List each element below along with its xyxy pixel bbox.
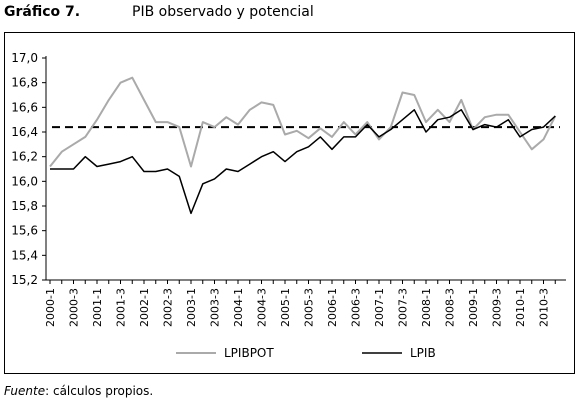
x-tick-label: 2008-1 [420,288,433,327]
x-tick-label: 2003-1 [185,288,198,327]
x-tick-label: 2005-3 [303,288,316,327]
series-lines [49,76,557,215]
legend-label-lpib: LPIB [410,346,436,360]
x-tick-label: 2010-3 [538,288,551,327]
x-tick-label: 2009-3 [491,288,504,327]
x-tick-label: 2010-1 [514,288,527,327]
y-tick-label: 15,2 [11,273,38,287]
x-tick-label: 2009-1 [467,288,480,327]
x-tick-label: 2002-3 [162,288,175,327]
y-axis-ticks: 17,0 16,8 16,6 16,4 16,2 16,0 15,8 15,6 15,4 15,2 [11,51,46,287]
y-tick-label: 16,4 [11,125,38,139]
y-tick-label: 16,0 [11,174,38,188]
figure-label: Gráfico 7. [4,4,81,20]
axes [45,56,566,281]
x-tick-label: 2005-1 [279,288,292,327]
y-tick-label: 15,6 [11,224,38,238]
source-note: Fuente: cálculos propios. [4,384,153,398]
x-tick-label: 2003-3 [209,288,222,327]
x-tick-label: 2001-1 [91,288,104,327]
y-tick-label: 16,8 [11,76,38,90]
series-line-lpib [50,109,556,215]
x-tick-label: 2000-1 [44,288,57,327]
legend-label-lpibpot: LPIBPOT [224,346,274,360]
x-tick-label: 2004-1 [232,288,245,327]
y-tick-label: 15,8 [11,199,38,213]
x-tick-label: 2001-3 [115,288,128,327]
legend: LPIBPOT LPIB [176,346,436,360]
x-tick-label: 2008-3 [444,288,457,327]
y-tick-label: 17,0 [11,51,38,65]
y-tick-label: 16,2 [11,150,38,164]
series-line-lpibpot [49,76,557,168]
x-tick-label: 2002-1 [138,288,151,327]
chart-frame [4,32,575,374]
x-tick-label: 2004-3 [256,288,269,327]
source-prefix: Fuente [4,384,46,398]
y-tick-label: 16,6 [11,100,38,114]
x-tick-label: 2006-3 [350,288,363,327]
x-tick-label: 2007-3 [397,288,410,327]
x-tick-label: 2007-1 [373,288,386,327]
x-tick-label: 2000-3 [68,288,81,327]
y-tick-label: 15,4 [11,248,38,262]
source-text: : cálculos propios. [45,384,154,398]
chart-title: PIB observado y potencial [132,4,314,20]
x-tick-label: 2006-1 [326,288,339,327]
x-axis-ticks: 2000-1 2000-3 2001-1 2001-3 2002-1 2002-3 2003… [44,280,556,327]
